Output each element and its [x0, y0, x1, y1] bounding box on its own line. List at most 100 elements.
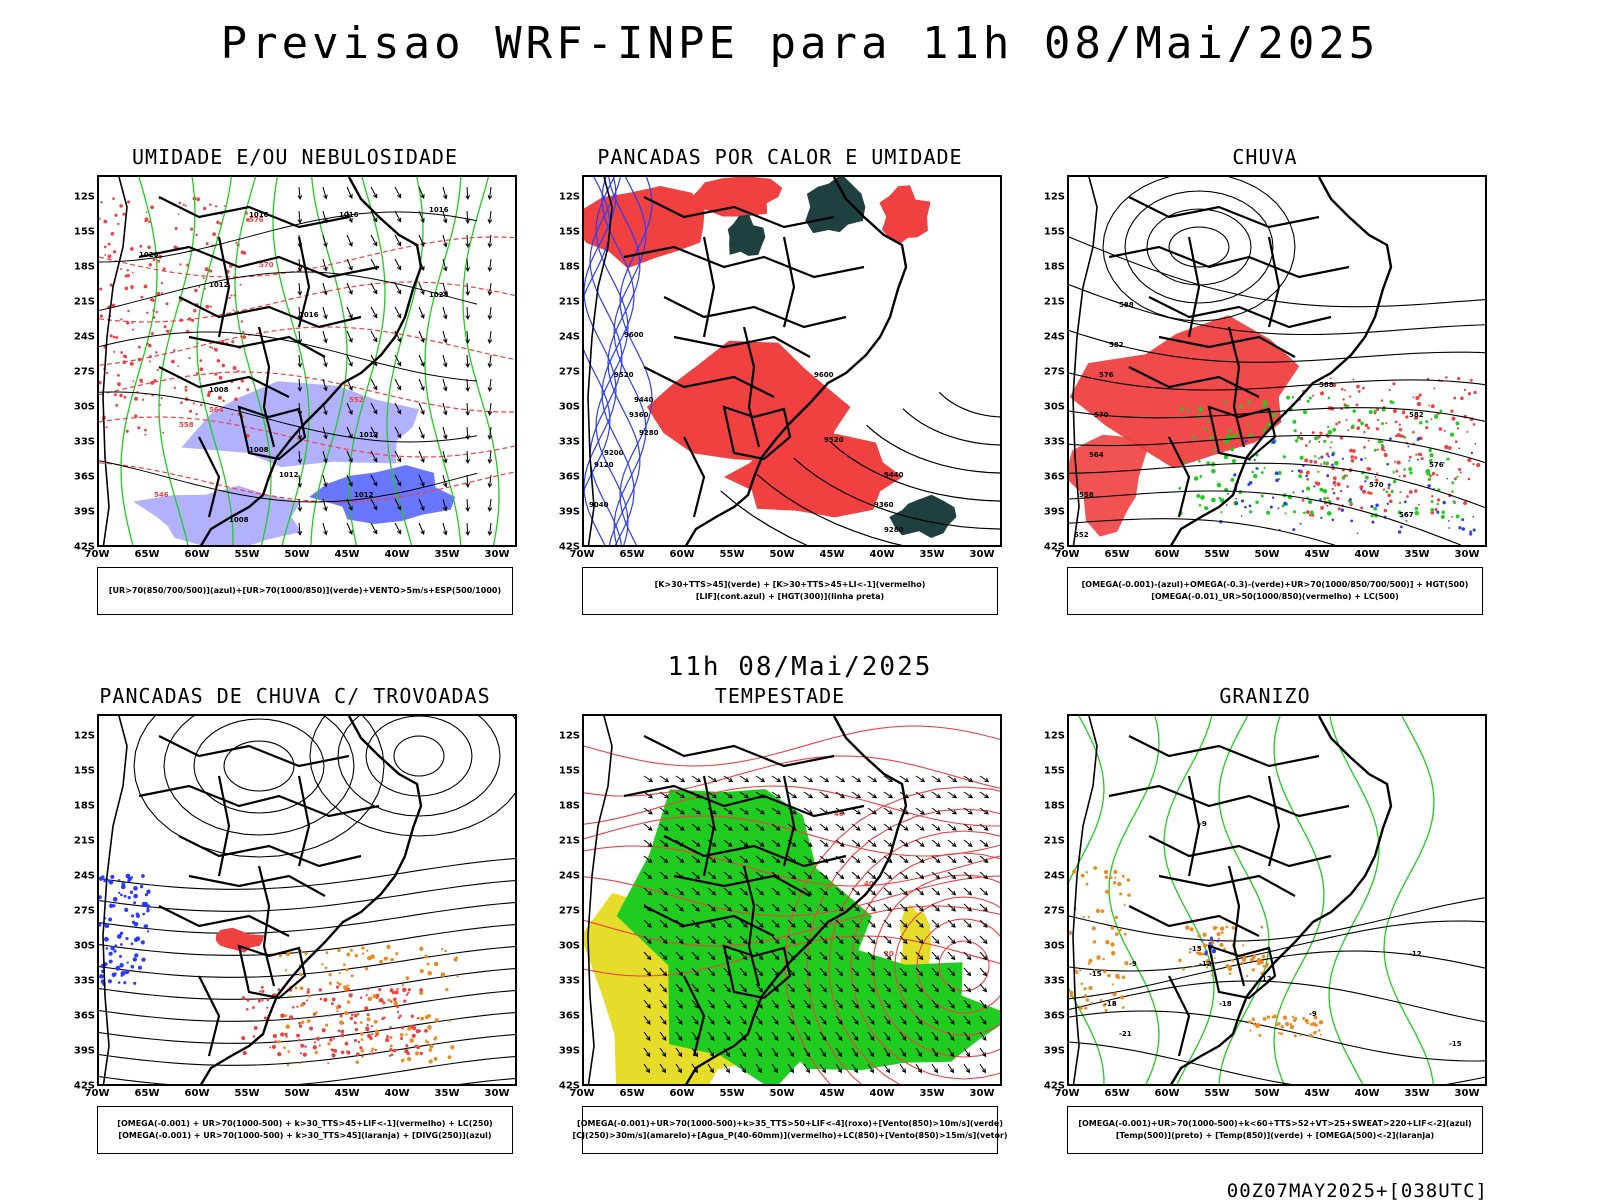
omega500-orange-marks	[1225, 925, 1229, 929]
moisture-red-marks	[194, 288, 198, 293]
thunderstorm-orange-marks	[346, 984, 349, 987]
wind-vector	[322, 474, 328, 488]
omega500-orange-marks	[1225, 964, 1230, 968]
lif-blue-contour	[584, 177, 617, 545]
omega500-orange-marks	[1313, 1015, 1318, 1020]
wind850-vector	[643, 999, 651, 1009]
map-panel-granizo: GRANIZO -9 -12 -15 -18 -21 -9 -12 -15 -18 -9 -12 -15…	[1025, 684, 1505, 1164]
legend-line: [OMEGA(-0.001)-(azul)+OMEGA(-0.3)-(verde…	[1081, 580, 1469, 589]
contour-label: -12	[1259, 975, 1272, 983]
wind850-vector	[915, 951, 924, 961]
longitude-tick-label: 50W	[769, 549, 795, 560]
omega500-orange-marks	[1251, 968, 1255, 972]
rain-green-marks	[1440, 514, 1445, 519]
moisture-red-marks	[122, 212, 126, 216]
rain-blue-marks	[1326, 504, 1329, 507]
rain-red-marks	[1320, 391, 1324, 396]
wind850-vector	[659, 1015, 667, 1025]
thunderstorm-red-marks	[277, 988, 281, 991]
wind850-vector	[659, 775, 670, 783]
thunderstorm-red-marks	[298, 1021, 302, 1025]
thunderstorm-red-marks	[396, 988, 399, 991]
moisture-red-marks	[232, 309, 235, 311]
thunderstorm-red-marks	[350, 1013, 354, 1017]
hail-blue-marks	[1208, 942, 1212, 945]
rain-red-marks	[1311, 394, 1315, 397]
wind-vector	[442, 354, 448, 368]
map-frame: 9600 9520 9440 9360 9280 9200 9120 9600 9520 9440…	[582, 175, 1002, 547]
wind850-vector	[803, 903, 812, 912]
thunderstorm-red-marks	[353, 1038, 358, 1043]
thunderstorm-orange-marks	[419, 968, 424, 974]
wind850-vector	[915, 871, 925, 880]
wind-vector	[297, 498, 303, 512]
rain-red-marks	[1304, 458, 1309, 463]
wind850-vector	[867, 967, 876, 977]
wind850-vector	[755, 967, 764, 977]
wind-vector	[487, 378, 493, 392]
political-border	[217, 236, 231, 338]
rain-red-marks	[1375, 427, 1380, 431]
wind850-vector	[883, 1031, 891, 1041]
wind-vector	[394, 282, 402, 295]
latitude-tick-label: 42S	[1043, 1080, 1065, 1092]
rain-blue-marks	[1327, 455, 1330, 458]
temp500-contour	[1069, 1041, 1485, 1084]
rain-red-marks	[1383, 452, 1388, 458]
wind850-vector	[787, 871, 797, 880]
wind-vector	[297, 450, 303, 464]
latitude-tick-label: 36S	[1043, 471, 1065, 483]
divergence-blue-marks	[119, 931, 124, 935]
wind850-vector	[963, 839, 973, 847]
wind850-vector	[963, 1031, 971, 1041]
political-border	[663, 835, 847, 868]
rain-blue-marks	[1297, 469, 1301, 473]
wind-vector	[394, 210, 402, 223]
wind-vector	[442, 402, 448, 416]
thunderstorm-orange-marks	[424, 1015, 429, 1020]
thunderstorm-red-marks	[364, 1006, 369, 1011]
wind850-vector	[771, 951, 780, 961]
thunderstorm-red-marks	[261, 989, 265, 993]
contour-label: -15	[1089, 970, 1102, 978]
moisture-red-marks	[134, 396, 138, 401]
political-border	[158, 366, 290, 398]
moisture-red-marks	[150, 331, 154, 336]
panel-legend: [K>30+TTS>45](verde) + [K>30+TTS>45+LI<-…	[582, 567, 998, 615]
rain-green-marks	[1309, 510, 1314, 515]
thunderstorm-orange-marks	[285, 1024, 290, 1029]
wind-vector	[297, 354, 303, 368]
moisture-red-marks	[129, 247, 134, 251]
rain-green-marks	[1360, 421, 1364, 426]
wind850-vector	[755, 1031, 763, 1041]
thunderstorm-orange-marks	[306, 1019, 311, 1023]
thunderstorm-orange-marks	[360, 1049, 365, 1053]
political-border	[722, 405, 792, 461]
wind-vector	[370, 306, 378, 319]
wind850-vector	[707, 839, 717, 847]
rain-green-marks	[1198, 407, 1203, 412]
wind-vector	[394, 186, 402, 199]
latitude-tick-label: 33S	[73, 975, 95, 987]
divergence-blue-marks	[124, 969, 130, 975]
wind850-vector	[771, 1047, 779, 1058]
omega500-orange-marks	[1228, 972, 1232, 975]
omega500-orange-marks	[1211, 974, 1214, 977]
thunderstorm-orange-marks	[367, 996, 373, 1002]
moisture-red-marks	[207, 390, 212, 395]
wind-vector	[297, 378, 303, 392]
rain-green-marks	[1263, 466, 1266, 470]
rain-blue-marks	[1360, 488, 1363, 491]
thunderstorm-orange-marks	[349, 948, 353, 952]
omega500-orange-marks	[1219, 942, 1224, 948]
wind850-vector	[675, 807, 685, 815]
moisture-red-marks	[119, 204, 123, 208]
rain-blue-marks	[1442, 462, 1445, 464]
wind850-vector	[979, 1031, 987, 1041]
wind850-vector	[963, 935, 972, 945]
rain-red-marks	[1472, 462, 1475, 466]
wind850-vector	[739, 919, 748, 928]
wind850-vector	[739, 967, 748, 977]
latitude-tick-label: 30S	[1043, 401, 1065, 413]
contour-label: -9	[1199, 820, 1207, 828]
